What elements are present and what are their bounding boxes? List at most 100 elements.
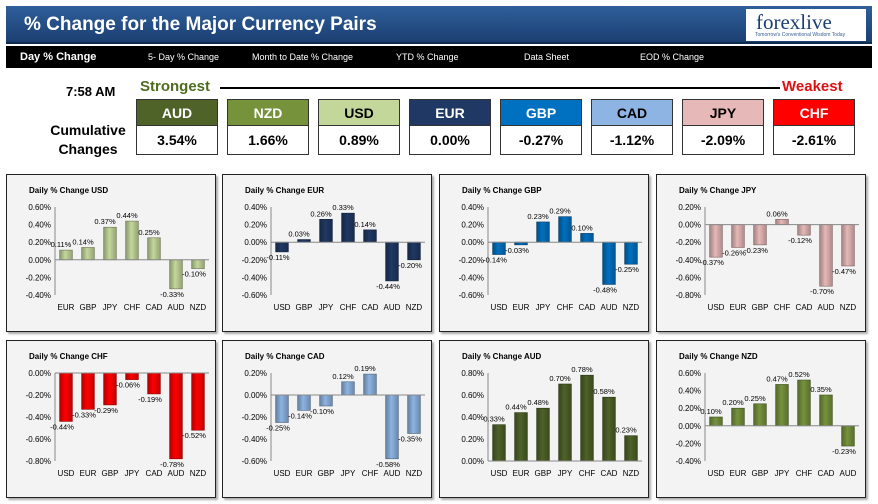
y-tick-label: 0.20%: [678, 404, 701, 413]
bar-chart: Daily % Change NZD 0.60% 0.40% 0.20% 0.00% -0…: [676, 352, 859, 478]
bar-aud: [169, 372, 183, 460]
data-label: -0.20%: [398, 261, 422, 270]
y-tick-label: 0.20%: [461, 221, 484, 230]
y-tick-label: -0.20%: [459, 256, 484, 265]
nav-ytd-change[interactable]: YTD % Change: [396, 52, 459, 62]
x-tick-label: NZD: [190, 303, 207, 312]
x-tick-label: NZD: [840, 303, 857, 312]
bar-nzd: [624, 435, 638, 462]
y-tick-label: 0.40%: [28, 221, 51, 230]
y-tick-label: 0.40%: [678, 387, 701, 396]
data-label: -0.14%: [288, 411, 312, 420]
bar-chart: Daily % Change EUR0.40%0.20%0.00%-0.20%-…: [242, 186, 425, 312]
bar-aud: [602, 241, 616, 285]
y-tick-label: 0.20%: [244, 221, 267, 230]
y-tick-label: -0.80%: [676, 291, 701, 300]
y-tick-label: -0.20%: [26, 391, 51, 400]
y-tick-label: 0.40%: [244, 203, 267, 212]
x-tick-label: CAD: [146, 469, 163, 478]
x-tick-label: CHF: [579, 469, 596, 478]
nav-day-change[interactable]: Day % Change: [20, 51, 97, 63]
bar-aud: [385, 241, 399, 282]
chart-title: Daily % Change NZD: [679, 352, 758, 361]
data-label: -0.23%: [832, 447, 856, 456]
y-tick-label: 0.00%: [244, 238, 267, 247]
x-tick-label: EUR: [80, 469, 97, 478]
x-tick-label: USD: [491, 303, 508, 312]
tile-currency: JPY: [683, 100, 763, 126]
x-tick-label: CHF: [796, 469, 813, 478]
bar-chart: Daily % Change GBP0.40%0.20%0.00%-0.20%-…: [459, 186, 642, 312]
data-label: -0.58%: [376, 460, 400, 469]
y-tick-label: -0.40%: [26, 291, 51, 300]
data-label: -0.33%: [160, 290, 184, 299]
x-tick-label: GBP: [296, 303, 313, 312]
y-tick-label: -0.20%: [676, 439, 701, 448]
bar-nzd: [407, 394, 421, 434]
y-tick-label: 0.00%: [461, 457, 484, 466]
y-tick-label: 0.60%: [678, 369, 701, 378]
data-label: -0.44%: [50, 422, 74, 431]
data-label: -0.19%: [138, 395, 162, 404]
x-tick-label: CAD: [579, 303, 596, 312]
x-tick-label: CAD: [796, 303, 813, 312]
y-tick-label: 0.00%: [678, 221, 701, 230]
bar-gbp: [319, 394, 333, 407]
tile-currency: AUD: [137, 100, 217, 126]
data-label: -0.11%: [266, 253, 290, 262]
bar-eur: [81, 372, 95, 410]
x-tick-label: AUD: [840, 469, 857, 478]
bar-jpy: [558, 383, 572, 462]
tile-currency: CHF: [774, 100, 854, 126]
bar-usd: [709, 224, 723, 258]
x-tick-label: EUR: [730, 303, 747, 312]
bar-eur: [514, 412, 528, 462]
y-tick-label: -0.40%: [242, 435, 267, 444]
bar-cad: [147, 372, 161, 395]
bar-eur: [731, 407, 745, 427]
title-banner: % Change for the Major Currency Pairs fo…: [6, 6, 872, 44]
x-tick-label: CHF: [340, 303, 357, 312]
nav-5day-change[interactable]: 5- Day % Change: [148, 52, 220, 62]
x-tick-label: GBP: [752, 303, 769, 312]
forexlive-logo[interactable]: forexlive Tomorrow's Conventional Wisdom…: [746, 9, 866, 41]
bar-usd: [59, 372, 73, 422]
bar-chart: Daily % Change USD 0.60% 0.40% 0.20% 0.00% -0…: [26, 186, 209, 312]
x-tick-label: JPY: [319, 303, 334, 312]
bar-cad: [147, 237, 161, 261]
x-tick-label: EUR: [58, 303, 75, 312]
nav-month-to-date[interactable]: Month to Date % Change: [252, 52, 354, 62]
logo-text: forexlive: [756, 10, 832, 34]
chart-panel-cad: Daily % Change CAD 0.20% 0.00% -0.20% -0.40%…: [222, 340, 432, 498]
data-label: -0.25%: [615, 265, 639, 274]
bar-gbp: [753, 403, 767, 427]
tile-value: -0.27%: [518, 132, 564, 148]
bar-nzd: [407, 241, 421, 261]
tile-value: 3.54%: [157, 132, 197, 148]
chart-panel-nzd: Daily % Change NZD 0.60% 0.40% 0.20% 0.00% -0…: [656, 340, 866, 498]
weakest-label: Weakest: [782, 78, 843, 95]
tile-value: -2.61%: [791, 132, 837, 148]
data-label: 0.14%: [72, 237, 94, 246]
x-tick-label: NZD: [406, 303, 423, 312]
y-tick-label: -0.40%: [26, 413, 51, 422]
data-label: 0.29%: [549, 207, 571, 216]
chart-title: Daily % Change AUD: [462, 352, 541, 361]
bar-jpy: [125, 372, 139, 380]
chart-title: Daily % Change CHF: [29, 352, 108, 361]
y-tick-label: -0.40%: [676, 256, 701, 265]
y-tick-label: 0.20%: [28, 238, 51, 247]
data-label: -0.06%: [116, 381, 140, 390]
nav-eod-change[interactable]: EOD % Change: [640, 52, 705, 62]
chart-panel-jpy: Daily % Change JPY 0.20% 0.00% -0.20% -0.40%…: [656, 174, 866, 332]
bar-nzd: [841, 224, 855, 267]
bar-jpy: [341, 381, 355, 396]
y-tick-label: -0.60%: [459, 291, 484, 300]
currency-tile-gbp: GBP -0.27%: [500, 99, 582, 155]
y-tick-label: 0.40%: [461, 413, 484, 422]
bar-aud: [819, 224, 833, 287]
nav-data-sheet[interactable]: Data Sheet: [524, 52, 570, 62]
data-label: -0.03%: [505, 246, 529, 255]
x-tick-label: EUR: [513, 303, 530, 312]
x-tick-label: AUD: [168, 469, 185, 478]
